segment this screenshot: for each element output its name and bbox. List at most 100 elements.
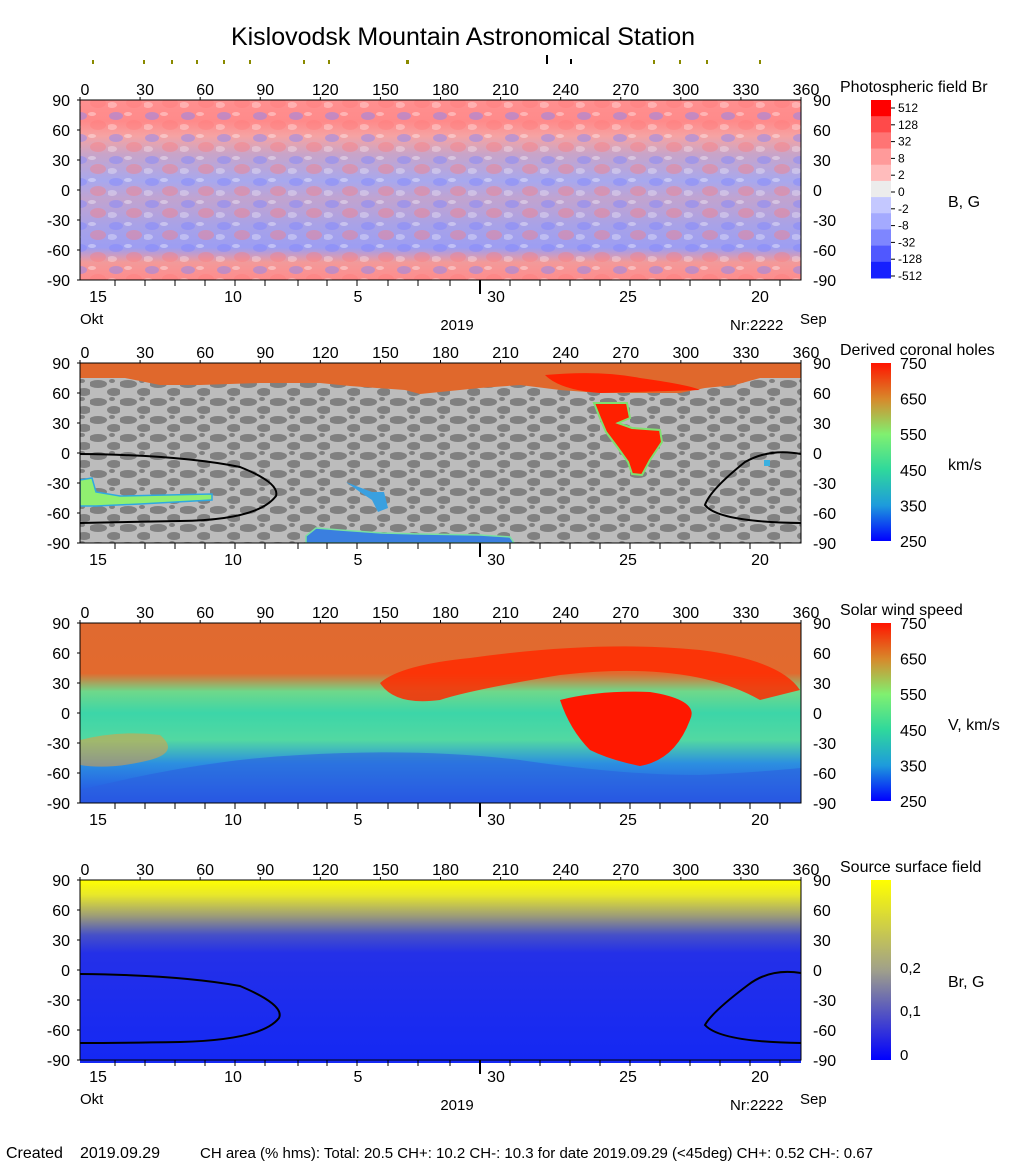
date-tick-label: 5 [354, 1069, 363, 1086]
x-tick-label: 330 [733, 82, 760, 99]
y-tick-label-right: 30 [813, 153, 831, 170]
date-tick-label: 25 [619, 1069, 637, 1086]
colorbar-tick-label: 650 [900, 392, 927, 409]
month-right-label: Sep [800, 1091, 827, 1108]
colorbar-segment [871, 180, 891, 198]
date-tick-label: 30 [487, 812, 505, 829]
y-tick-label-left: 0 [61, 183, 70, 200]
y-tick-label-left: 90 [52, 873, 70, 890]
x-tick-label: 270 [612, 345, 639, 362]
colorbar-tick-label: 650 [900, 652, 927, 669]
colorbar-title: Solar wind speed [840, 602, 963, 619]
x-tick-label: 150 [372, 605, 399, 622]
x-tick-label: 120 [312, 605, 339, 622]
x-tick-label: 210 [492, 82, 519, 99]
x-tick-label: 180 [432, 605, 459, 622]
y-tick-label-right: 0 [813, 446, 822, 463]
colorbar-tick-label: 32 [898, 135, 912, 149]
colorbar-tick-label: 250 [900, 794, 927, 811]
colorbar-tick-label: 350 [900, 758, 927, 775]
ch-hole-270 [592, 402, 664, 477]
x-tick-label: 60 [196, 82, 214, 99]
ch-hole-south-left [80, 477, 213, 507]
y-tick-label-left: 60 [52, 386, 70, 403]
y-tick-label-left: 60 [52, 646, 70, 663]
date-tick-label: 10 [224, 1069, 242, 1086]
date-tick-label: 20 [751, 1069, 769, 1086]
colorbar-unit: Br, G [948, 974, 984, 991]
colorbar-segment [871, 213, 891, 230]
colorbar-tick-label: 2 [898, 168, 905, 182]
date-tick-label: 10 [224, 289, 242, 306]
y-tick-label-left: 60 [52, 903, 70, 920]
x-tick-label: 270 [612, 862, 639, 879]
y-tick-label-right: -60 [813, 1023, 836, 1040]
page-title: Kislovodsk Mountain Astronomical Station [231, 23, 695, 51]
x-tick-label: 30 [136, 605, 154, 622]
wind-north-red [380, 646, 800, 702]
y-tick-label-left: 30 [52, 933, 70, 950]
x-tick-label: 360 [793, 82, 820, 99]
y-tick-label-left: -30 [47, 993, 70, 1010]
colorbar: Solar wind speed V, km/s 750 650 550 450 350 25… [840, 602, 1000, 811]
x-tick-label: 330 [733, 345, 760, 362]
colorbar-segment [871, 245, 891, 263]
wind-band-orange-left [80, 733, 168, 767]
rotation-label: Nr:2222 [730, 1097, 783, 1114]
ch-background [80, 363, 801, 543]
x-tick-label: 120 [312, 345, 339, 362]
colorbar-tick-label: 750 [900, 356, 927, 373]
y-tick-label-right: -30 [813, 736, 836, 753]
colorbar-tick-label: 0,1 [900, 1003, 921, 1020]
x-tick-label: 240 [552, 82, 579, 99]
y-tick-label-right: -90 [813, 1053, 836, 1070]
x-tick-label: 300 [672, 862, 699, 879]
y-tick-label-left: 0 [61, 446, 70, 463]
colorbar-tick-label: 128 [898, 118, 918, 132]
date-tick-label: 20 [751, 552, 769, 569]
date-tick-label: 25 [619, 289, 637, 306]
created-date: 2019.09.29 [80, 1145, 160, 1162]
y-tick-label-left: -60 [47, 506, 70, 523]
x-tick-label: 90 [256, 605, 274, 622]
x-tick-label: 330 [733, 605, 760, 622]
colorbar-gradient [871, 880, 891, 1060]
y-tick-label-right: 60 [813, 386, 831, 403]
colorbar-gradient [871, 623, 891, 801]
colorbar-tick-label: 0 [900, 1047, 908, 1064]
date-tick-label: 30 [487, 289, 505, 306]
x-tick-label: 0 [81, 82, 90, 99]
y-tick-label-right: 90 [813, 616, 831, 633]
source-surface-map [80, 880, 801, 1063]
ch-area-summary: CH area (% hms): Total: 20.5 CH+: 10.2 C… [200, 1145, 873, 1162]
colorbar-tick-label: 0,2 [900, 960, 921, 977]
wind-south-blue [80, 752, 801, 803]
x-tick-label: 0 [81, 605, 90, 622]
date-tick-label: 15 [89, 1069, 107, 1086]
y-tick-label-right: -30 [813, 993, 836, 1010]
x-tick-label: 120 [312, 862, 339, 879]
colorbar-segment [871, 100, 891, 117]
date-tick-label: 15 [89, 289, 107, 306]
y-tick-label-right: -30 [813, 213, 836, 230]
year-label: 2019 [440, 317, 473, 334]
colorbar-tick-label: 550 [900, 687, 927, 704]
colorbar-tick-label: 8 [898, 151, 905, 165]
y-tick-label-right: -60 [813, 506, 836, 523]
y-tick-label-right: 30 [813, 416, 831, 433]
x-tick-label: 300 [672, 82, 699, 99]
date-tick-label: 5 [354, 289, 363, 306]
x-tick-label: 150 [372, 862, 399, 879]
x-tick-label: 90 [256, 862, 274, 879]
y-tick-label-left: 0 [61, 706, 70, 723]
y-tick-label-right: 90 [813, 356, 831, 373]
colorbar-unit: V, km/s [948, 717, 1000, 734]
y-tick-label-right: 90 [813, 873, 831, 890]
